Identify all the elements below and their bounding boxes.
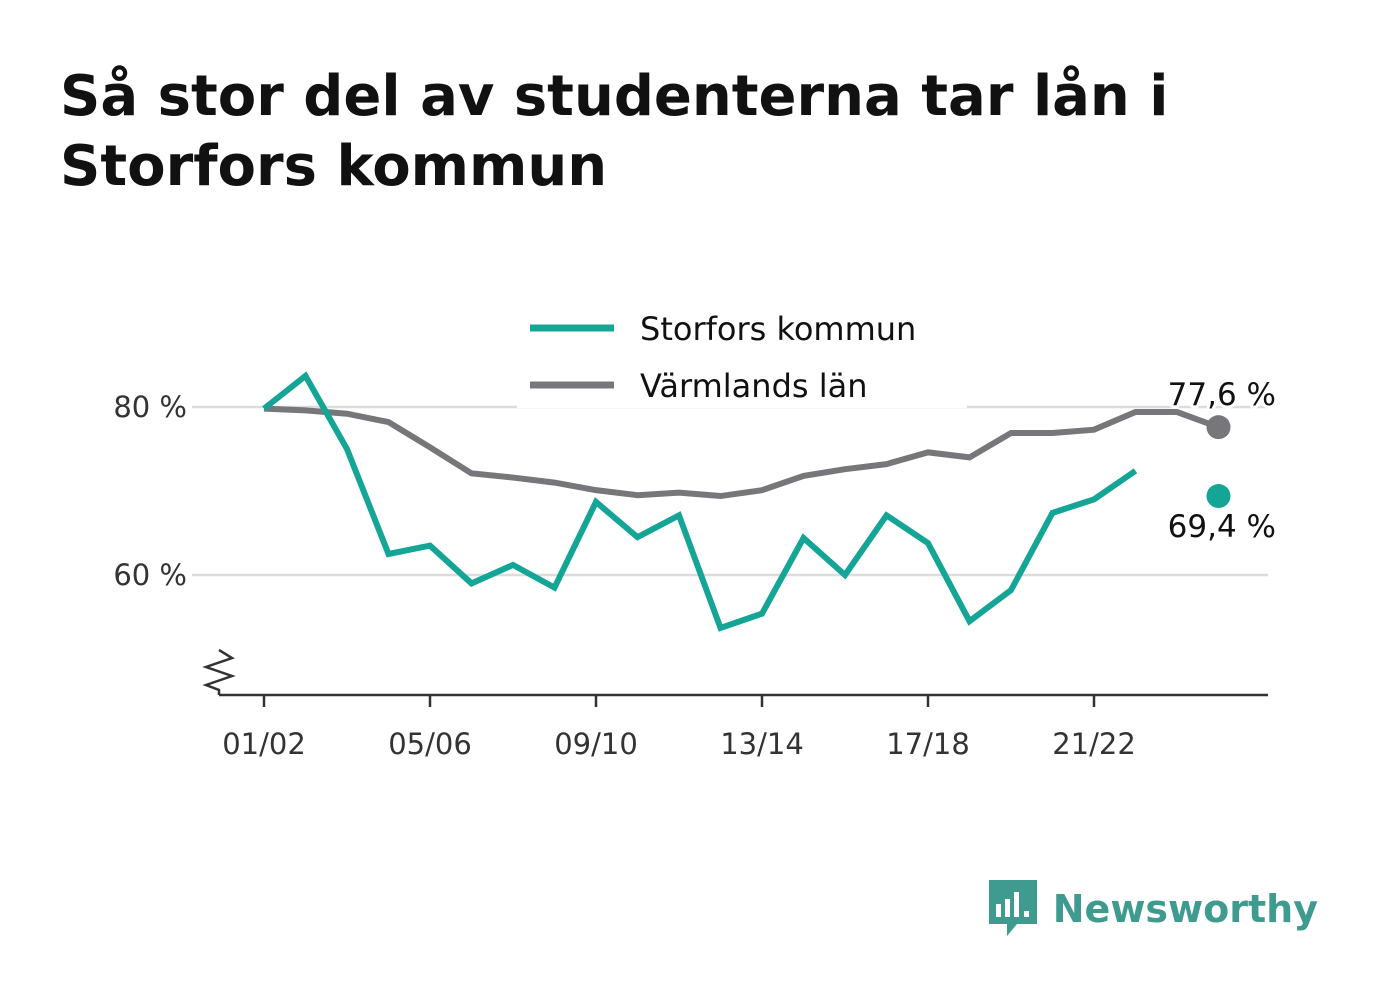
end-value-label: 77,6 %: [1168, 377, 1276, 413]
x-tick-label: 01/02: [222, 727, 306, 761]
y-tick-label: 80 %: [113, 390, 187, 424]
legend-label: Storfors kommun: [640, 310, 916, 348]
series-lines: [262, 371, 1220, 632]
brand-name: Newsworthy: [1052, 887, 1318, 931]
chart-title: Så stor del av studenterna tar lån i Sto…: [60, 64, 1169, 199]
y-tick-label: 60 %: [113, 558, 187, 592]
x-tick-label: 21/22: [1052, 727, 1136, 761]
brand-logo[interactable]: Newsworthy: [987, 878, 1318, 940]
x-tick-label: 09/10: [554, 727, 638, 761]
x-axis: 01/02 05/06 09/10 13/14 17/18 21/22: [202, 648, 1268, 761]
legend: Storfors kommun Värmlands län: [517, 298, 967, 408]
y-axis-ticks: 60 % 80 %: [113, 390, 187, 592]
end-value-label: 69,4 %: [1168, 509, 1276, 545]
end-marker: [1206, 415, 1231, 440]
x-tick-label: 05/06: [388, 727, 472, 761]
newsworthy-logo-icon: [988, 880, 1037, 936]
legend-label: Värmlands län: [640, 367, 868, 405]
series-line-varmland: [263, 405, 1220, 500]
end-marker: [1206, 484, 1231, 509]
legend-background: [517, 298, 967, 408]
x-tick-label: 17/18: [886, 727, 970, 761]
end-markers: 69,4 % 77,6 %: [1165, 374, 1279, 548]
series-line-storfors: [262, 371, 1138, 632]
y-axis-break-icon: [202, 648, 236, 695]
x-tick-label: 13/14: [720, 727, 804, 761]
